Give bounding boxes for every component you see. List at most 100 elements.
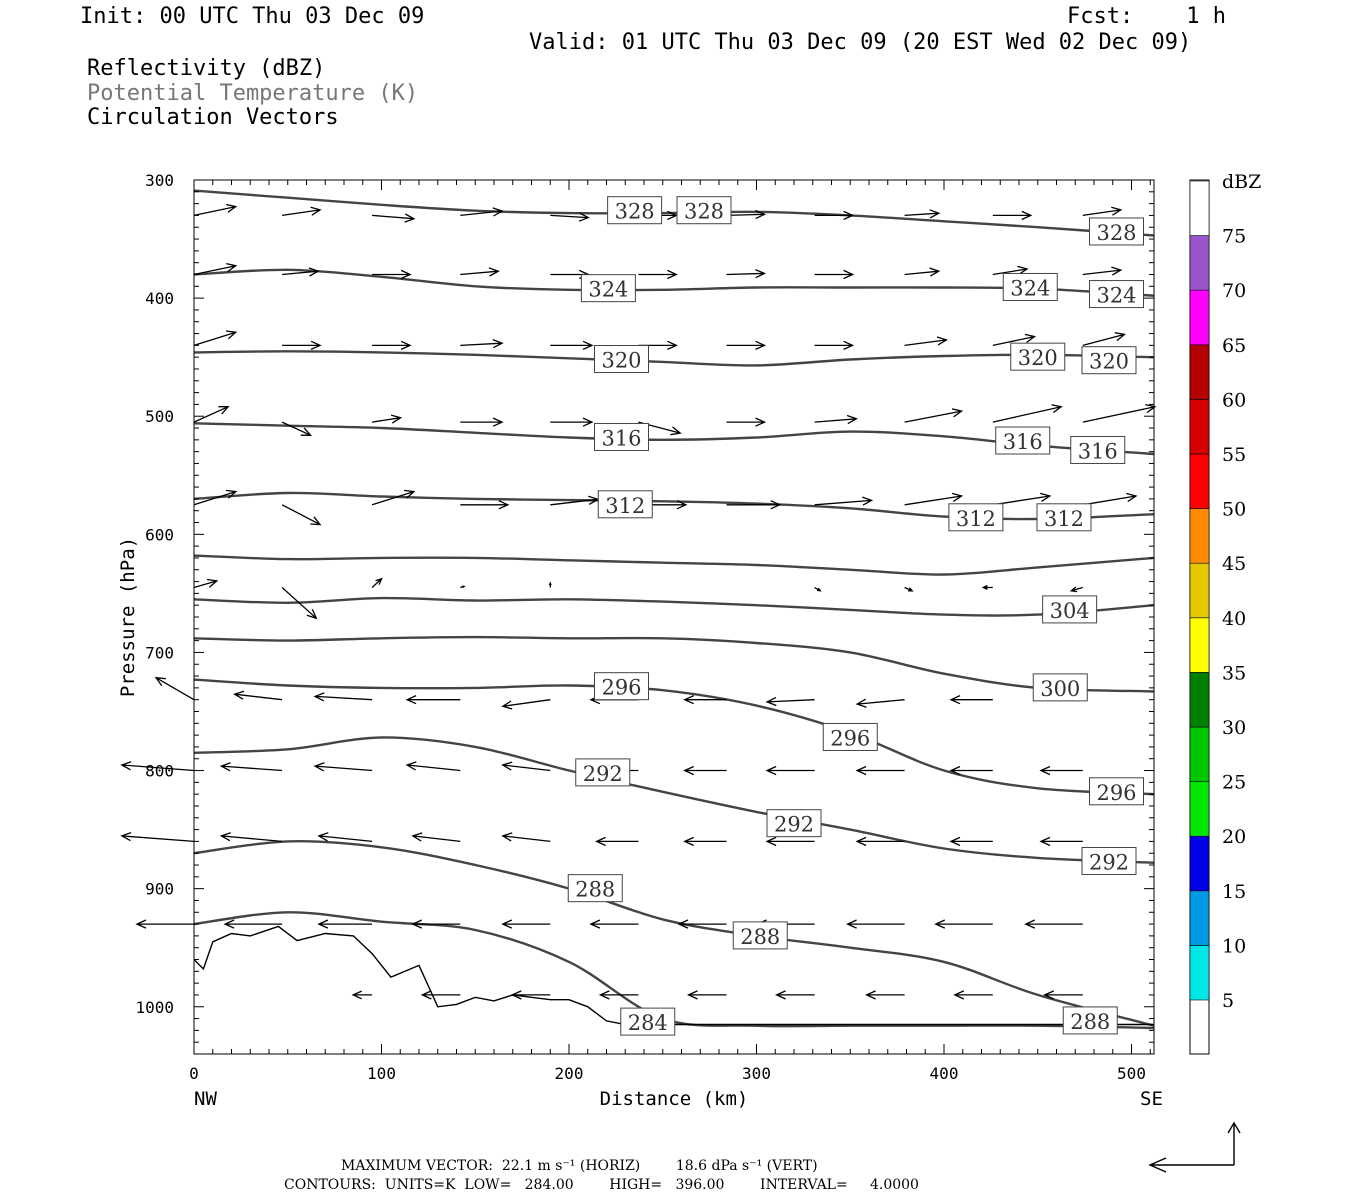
x-tick-label: 200	[555, 1064, 584, 1083]
colorbar-label: 35	[1222, 662, 1246, 684]
circulation-vector	[677, 919, 727, 929]
circulation-vector	[281, 587, 318, 620]
circulation-vector	[1082, 266, 1123, 276]
y-tick-label: 500	[145, 407, 174, 426]
circulation-vector	[726, 417, 767, 427]
circulation-vector	[904, 408, 964, 423]
contour-label-box	[1032, 673, 1088, 702]
y-tick-label: 600	[145, 525, 174, 544]
circulation-vector	[638, 269, 678, 280]
field-vectors: Circulation Vectors	[87, 105, 339, 130]
y-tick-label: 1000	[135, 998, 174, 1017]
circulation-vector	[1043, 990, 1083, 1000]
theta-contour-324	[193, 268, 1155, 297]
contour-label-box	[1062, 1006, 1118, 1035]
contour-label-box	[1089, 280, 1144, 309]
contour-label: 316	[601, 426, 641, 450]
colorbar-label: 60	[1222, 389, 1246, 411]
theta-contour-308	[193, 554, 1155, 576]
reference-vector	[1148, 1121, 1241, 1173]
contour-label: 292	[583, 762, 623, 786]
circulation-vector	[949, 695, 993, 705]
contour-label: 312	[956, 507, 996, 531]
circulation-vector	[411, 919, 461, 929]
circulation-vector	[550, 212, 590, 222]
circulation-vector	[765, 765, 815, 776]
contour-label: 312	[605, 494, 645, 518]
contour-label-box	[676, 196, 732, 225]
contour-label-box	[1081, 346, 1137, 375]
circulation-vector	[282, 340, 322, 350]
field-theta: Potential Temperature (K)	[87, 81, 419, 106]
circulation-vector	[405, 695, 461, 705]
contour-label-box	[607, 196, 663, 225]
theta-contour-292	[193, 736, 1155, 864]
contour-label: 296	[601, 676, 641, 700]
contour-label: 324	[1096, 284, 1136, 308]
circulation-vector	[949, 765, 993, 776]
y-tick-label: 900	[145, 880, 174, 899]
circulation-vector	[814, 340, 855, 350]
circulation-vector	[1039, 836, 1083, 847]
x-axis-label: Distance (km)	[600, 1088, 749, 1110]
colorbar-title: dBZ	[1222, 171, 1261, 193]
contour-label-box	[995, 426, 1051, 455]
circulation-vector	[855, 698, 905, 708]
contour-label: 300	[1040, 677, 1080, 701]
circulation-vector	[904, 492, 964, 506]
circulation-vector	[949, 836, 993, 847]
contour-label: 328	[615, 200, 655, 224]
theta-contour-288	[193, 840, 1155, 1027]
contour-labels: 328 328 328 324 324 324 320 320 320 316 316 316 312 3…	[567, 196, 1144, 1036]
circulation-vector	[992, 210, 1033, 221]
x-tick-label: 400	[930, 1064, 959, 1083]
circulation-vector	[775, 990, 815, 1000]
theta-contour-296	[193, 678, 1155, 796]
contour-label: 284	[628, 1011, 668, 1035]
colorbar-label: 50	[1222, 499, 1246, 521]
circulation-vector	[1082, 403, 1157, 423]
circulation-vector	[683, 836, 727, 847]
colorbar-band	[1189, 945, 1210, 1001]
circulation-vector	[726, 269, 767, 279]
circulation-vector	[1039, 765, 1083, 776]
circulation-vector	[405, 761, 461, 772]
circulation-vector	[865, 990, 905, 1000]
circulation-vector	[992, 265, 1029, 276]
circulation-vector	[154, 676, 195, 701]
circulation-vector	[282, 267, 320, 277]
circulation-vector	[219, 832, 283, 843]
contour-label-box	[594, 672, 649, 701]
circulation-vector	[460, 500, 510, 510]
circulation-vector	[726, 340, 767, 350]
circulation-vector	[992, 404, 1063, 423]
circulation-vector	[814, 496, 874, 506]
colorbar-label: 25	[1222, 772, 1246, 794]
circulation-vector	[372, 340, 412, 350]
contour-label: 288	[1070, 1010, 1110, 1034]
circulation-vector	[371, 577, 383, 588]
contour-label-box	[594, 345, 649, 374]
colorbar: 5 10 15 20 25 30 35 40 45 50 55 60 65 70 75 dBZ	[1189, 171, 1261, 1055]
circulation-vector	[550, 417, 594, 427]
circulation-vector	[510, 990, 551, 1000]
contour-label-box	[822, 722, 878, 751]
circulation-vector	[193, 262, 238, 276]
circulation-vector	[814, 586, 822, 592]
colorbar-band	[1189, 726, 1210, 782]
x-tick-label: 300	[742, 1064, 771, 1083]
circulation-vector	[120, 831, 195, 843]
circulation-vector	[135, 919, 194, 929]
contour-label: 296	[1096, 781, 1136, 805]
x-left-end-label: NW	[194, 1088, 217, 1110]
colorbar-band	[1189, 781, 1210, 837]
contour-label-box	[1042, 595, 1098, 624]
contour-label: 316	[1003, 430, 1043, 454]
theta-contour-320	[193, 350, 1155, 367]
max-vector-note: MAXIMUM VECTOR: 22.1 m s⁻¹ (HORIZ) 18.6 …	[341, 1158, 818, 1174]
colorbar-label: 30	[1222, 717, 1246, 739]
circulation-vector	[548, 581, 552, 588]
contour-label: 328	[1096, 221, 1136, 245]
circulation-vector	[317, 832, 373, 843]
circulation-vector	[814, 269, 855, 280]
